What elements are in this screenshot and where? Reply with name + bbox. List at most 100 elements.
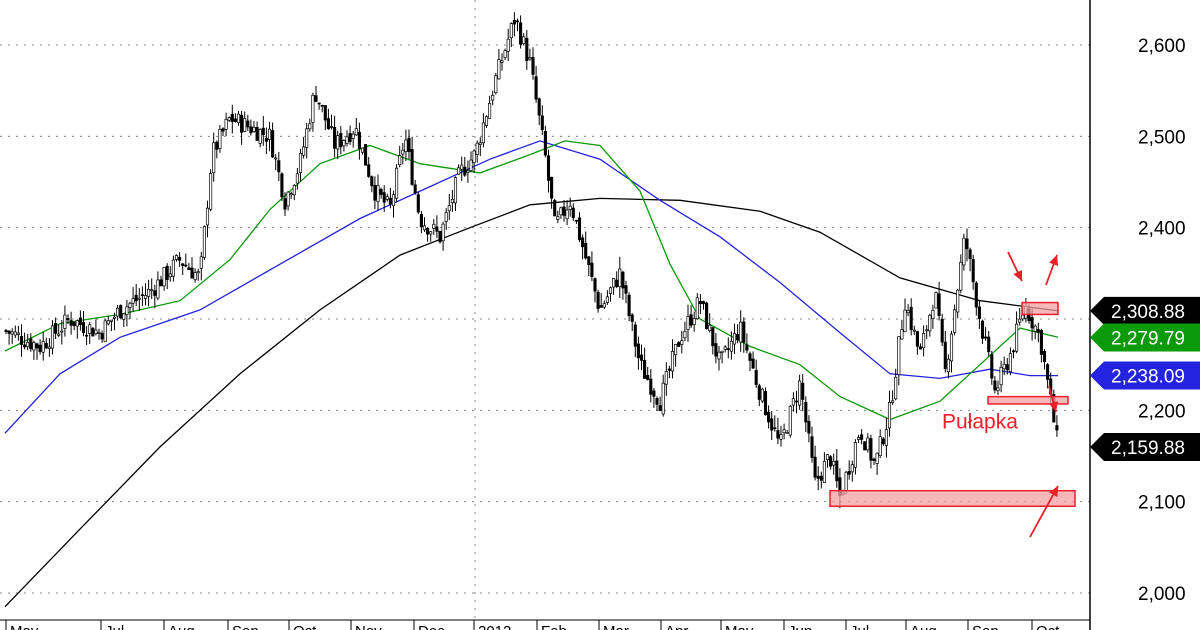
candle-body: [323, 105, 327, 121]
candle-body: [884, 429, 888, 446]
candle-body: [550, 176, 554, 199]
candle-body: [949, 333, 954, 362]
last-value-tag: [1090, 361, 1200, 390]
candle-body: [29, 338, 33, 350]
candle-body: [540, 115, 544, 130]
candle-body: [866, 437, 870, 451]
candle-body: [150, 289, 154, 292]
candle-body: [283, 198, 287, 210]
candle-body: [193, 272, 197, 281]
candle-body: [255, 127, 259, 141]
candle-body: [729, 340, 733, 352]
candle-body: [835, 460, 839, 482]
candle-body: [419, 214, 423, 228]
candle-body: [633, 324, 637, 347]
candle-body: [178, 256, 182, 261]
candle-body: [726, 348, 730, 351]
candle-body: [357, 131, 361, 149]
candle-body: [891, 400, 895, 403]
candle-body: [584, 242, 588, 259]
candle-body: [88, 324, 92, 334]
candle-body: [683, 330, 687, 339]
candle-body: [1030, 317, 1034, 329]
candle-body: [159, 279, 163, 287]
candle-body: [320, 104, 324, 107]
candle-body: [794, 400, 799, 403]
candle-body: [773, 427, 777, 430]
candle-body: [568, 205, 572, 211]
candle-body: [562, 206, 566, 216]
candle-body: [962, 237, 966, 266]
candle-body: [757, 385, 761, 400]
candle-body: [646, 374, 650, 380]
candle-body: [760, 388, 764, 402]
candle-body: [509, 23, 513, 39]
candle-body: [723, 346, 727, 350]
candle-body: [602, 303, 606, 308]
candle-body: [215, 141, 219, 150]
annotation-arrowhead: [1048, 401, 1059, 412]
candle-body: [928, 314, 932, 332]
candle-body: [112, 316, 117, 319]
candle-body: [677, 342, 681, 347]
candle-body: [813, 456, 817, 478]
candle-body: [686, 316, 690, 330]
candle-body: [670, 351, 675, 372]
candle-body: [147, 289, 151, 297]
candle-body: [190, 267, 194, 279]
last-value-tag: [1090, 296, 1200, 325]
candle-body: [38, 344, 42, 352]
candle-body: [680, 340, 684, 345]
candle-body: [57, 333, 61, 336]
candle-body: [475, 142, 479, 156]
candle-body: [491, 95, 495, 101]
candle-body: [218, 128, 222, 149]
candle-body: [587, 256, 591, 266]
candle-body: [801, 382, 805, 400]
candle-body: [860, 434, 864, 440]
candle-body: [779, 434, 783, 440]
candle-body: [763, 391, 768, 416]
candle-body: [109, 319, 113, 322]
candle-body: [267, 128, 272, 140]
candle-body: [993, 380, 997, 391]
candle-body: [1015, 323, 1019, 352]
candle-body: [75, 320, 79, 327]
candle-body: [47, 346, 51, 349]
candle-body: [410, 149, 414, 185]
candle-body: [413, 184, 417, 194]
candle-body: [742, 321, 746, 343]
candle-body: [311, 94, 315, 123]
candle-body: [717, 351, 721, 360]
candle-body: [94, 329, 98, 335]
candle-body: [522, 36, 526, 45]
candle-body: [810, 436, 814, 458]
candle-body: [909, 306, 913, 331]
annotation-label: Pułapka: [942, 410, 1018, 433]
candle-body: [571, 207, 575, 219]
candle-body: [720, 350, 724, 353]
annotation-arrowhead: [1049, 486, 1058, 497]
candle-body: [196, 271, 200, 274]
candle-body: [915, 331, 919, 347]
candle-body: [565, 209, 569, 220]
last-value-tag-text: 2,159.88: [1111, 438, 1185, 459]
support-resistance-box: [1021, 301, 1059, 316]
candle-body: [100, 333, 104, 340]
candle-body: [289, 193, 293, 196]
candle-body: [881, 438, 885, 445]
candle-body: [1018, 318, 1022, 323]
candle-body: [553, 200, 557, 217]
candle-body: [819, 475, 823, 481]
candle-body: [872, 458, 876, 461]
candle-body: [856, 437, 861, 440]
candle-body: [258, 129, 262, 144]
x-tick-label: Nov: [355, 623, 382, 630]
candle-body: [314, 95, 318, 102]
candle-body: [782, 429, 786, 434]
candle-body: [351, 133, 355, 139]
candle-body: [280, 173, 284, 198]
candle-body: [689, 314, 693, 326]
candle-body: [429, 231, 433, 235]
candle-body: [16, 332, 20, 335]
